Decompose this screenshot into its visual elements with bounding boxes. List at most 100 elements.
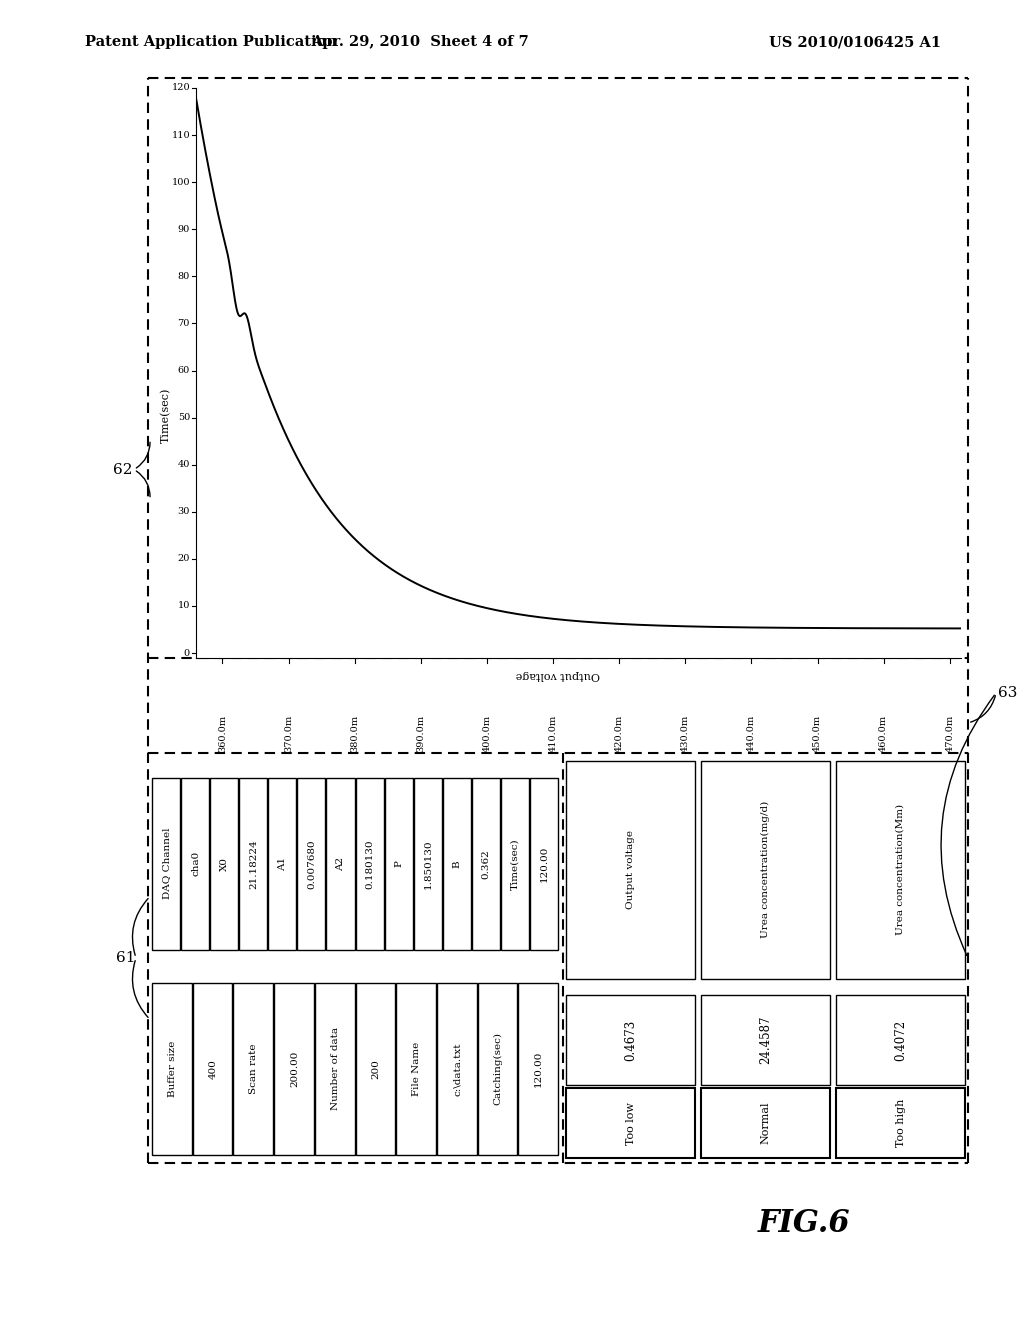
Text: 420.0m: 420.0m — [614, 715, 624, 752]
Bar — [442, 777, 471, 950]
Bar — [274, 983, 313, 1155]
Text: 90: 90 — [178, 224, 190, 234]
Bar — [355, 983, 395, 1155]
Text: 450.0m: 450.0m — [813, 715, 822, 752]
Text: 390.0m: 390.0m — [417, 715, 425, 752]
Bar — [530, 777, 558, 950]
Bar — [385, 777, 413, 950]
Text: 430.0m: 430.0m — [681, 715, 690, 752]
Bar — [472, 777, 500, 950]
Bar — [477, 983, 517, 1155]
Text: 0.007680: 0.007680 — [307, 840, 316, 888]
Text: DAQ Channel: DAQ Channel — [162, 828, 171, 899]
Bar — [701, 1088, 830, 1158]
Text: 0.180130: 0.180130 — [366, 840, 375, 888]
Text: 1.850130: 1.850130 — [424, 840, 433, 888]
Bar — [181, 777, 209, 950]
Text: X0: X0 — [220, 857, 229, 871]
Text: Too high: Too high — [896, 1100, 905, 1147]
Bar — [268, 777, 296, 950]
Bar — [566, 762, 695, 978]
Text: 120.00: 120.00 — [540, 846, 549, 882]
Text: Apr. 29, 2010  Sheet 4 of 7: Apr. 29, 2010 Sheet 4 of 7 — [311, 36, 528, 49]
Text: 200.00: 200.00 — [290, 1051, 299, 1088]
Bar — [566, 1088, 695, 1158]
Text: B: B — [453, 859, 462, 867]
Text: 40: 40 — [177, 461, 190, 469]
Text: 61: 61 — [117, 950, 136, 965]
Text: 0.4673: 0.4673 — [624, 1019, 637, 1061]
Bar — [233, 983, 273, 1155]
Text: 120.00: 120.00 — [535, 1051, 543, 1088]
Bar — [414, 777, 441, 950]
Text: 50: 50 — [178, 413, 190, 422]
Bar — [314, 983, 354, 1155]
Text: 10: 10 — [177, 602, 190, 610]
Text: Output voltage: Output voltage — [626, 830, 635, 909]
Text: 0.4072: 0.4072 — [894, 1019, 907, 1060]
Text: 21.18224: 21.18224 — [249, 840, 258, 888]
Text: 63: 63 — [998, 686, 1018, 700]
Bar — [327, 777, 354, 950]
Text: File Name: File Name — [412, 1041, 421, 1096]
Bar — [240, 777, 267, 950]
Text: 470.0m: 470.0m — [945, 715, 954, 752]
Text: Time(sec): Time(sec) — [511, 838, 520, 890]
Text: 380.0m: 380.0m — [350, 715, 359, 752]
Text: c:\data.txt: c:\data.txt — [453, 1043, 462, 1096]
Text: 110: 110 — [171, 131, 190, 140]
Bar — [836, 1088, 965, 1158]
Text: FIG.6: FIG.6 — [758, 1208, 850, 1238]
Text: 62: 62 — [114, 462, 133, 477]
Text: Too low: Too low — [626, 1102, 636, 1144]
Text: 360.0m: 360.0m — [218, 715, 227, 752]
Text: Output voltage: Output voltage — [516, 671, 600, 680]
Text: Catching(sec): Catching(sec) — [494, 1032, 503, 1105]
Text: Urea concentration(mg/d): Urea concentration(mg/d) — [761, 801, 770, 939]
Text: Normal: Normal — [761, 1102, 770, 1144]
Text: 410.0m: 410.0m — [549, 715, 557, 752]
Text: 24.4587: 24.4587 — [759, 1016, 772, 1064]
Text: 460.0m: 460.0m — [880, 715, 888, 752]
Bar — [701, 995, 830, 1085]
Text: 120: 120 — [171, 83, 190, 92]
Text: Buffer size: Buffer size — [168, 1040, 177, 1097]
Text: 80: 80 — [178, 272, 190, 281]
Text: Patent Application Publication: Patent Application Publication — [85, 36, 337, 49]
Text: Scan rate: Scan rate — [249, 1044, 258, 1094]
Text: P: P — [394, 861, 403, 867]
Text: A1: A1 — [279, 857, 288, 871]
Text: Time(sec): Time(sec) — [161, 388, 171, 444]
Bar — [836, 995, 965, 1085]
Text: 20: 20 — [177, 554, 190, 564]
Bar — [210, 777, 239, 950]
Text: US 2010/0106425 A1: US 2010/0106425 A1 — [769, 36, 941, 49]
Bar — [836, 762, 965, 978]
Bar — [152, 983, 191, 1155]
Text: 200: 200 — [372, 1059, 380, 1078]
Text: 400.0m: 400.0m — [482, 715, 492, 752]
Text: A2: A2 — [337, 857, 345, 871]
Bar — [501, 777, 529, 950]
Bar — [566, 995, 695, 1085]
Bar — [437, 983, 476, 1155]
Text: 0: 0 — [184, 648, 190, 657]
Text: 100: 100 — [171, 178, 190, 186]
Bar — [396, 983, 436, 1155]
Text: 60: 60 — [178, 366, 190, 375]
Text: Plot0: Plot0 — [206, 92, 216, 123]
Text: 400: 400 — [209, 1059, 217, 1078]
Bar — [518, 983, 558, 1155]
Bar — [355, 777, 384, 950]
Text: cha0: cha0 — [191, 851, 200, 876]
Bar — [152, 777, 180, 950]
Text: 440.0m: 440.0m — [746, 715, 756, 752]
Bar — [193, 983, 232, 1155]
Text: 370.0m: 370.0m — [284, 715, 293, 752]
Text: Number of data: Number of data — [331, 1027, 340, 1110]
Bar — [701, 762, 830, 978]
Text: Urea concentration(Mm): Urea concentration(Mm) — [896, 804, 905, 936]
Bar — [297, 777, 326, 950]
Text: 70: 70 — [177, 319, 190, 327]
Text: 0.362: 0.362 — [482, 849, 490, 879]
